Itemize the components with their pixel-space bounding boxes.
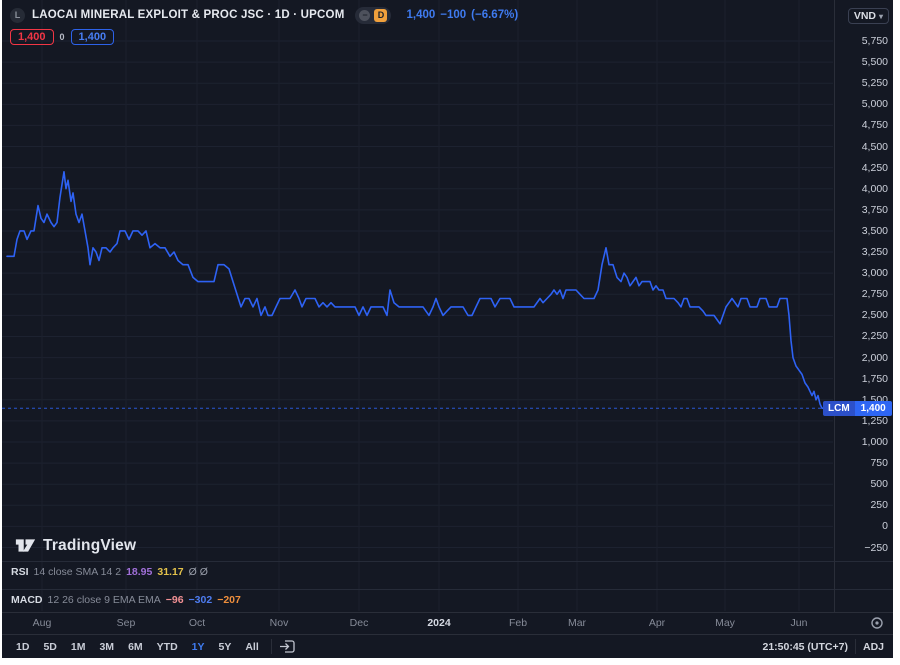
rsi-extra-values: Ø Ø xyxy=(188,566,208,578)
price-scale[interactable]: VND ▾ 5,750 5,500 5,250 5,000 4,750 4,500 4,25… xyxy=(834,0,893,612)
y-axis-label: 2,500 xyxy=(861,309,888,322)
price-chart-pane[interactable] xyxy=(2,0,833,612)
date-range-group: 1D 5D 1M 3M 6M YTD 1Y 5Y All xyxy=(11,639,264,655)
macd-indicator-row[interactable]: MACD 12 26 close 9 EMA EMA −96 −302 −207 xyxy=(11,594,241,606)
x-axis-label: 2024 xyxy=(427,617,451,629)
x-axis-label: Aug xyxy=(32,617,52,629)
y-axis-label: 250 xyxy=(870,499,888,512)
range-button-3m[interactable]: 3M xyxy=(99,640,115,653)
y-axis-label: 4,750 xyxy=(861,119,888,132)
range-button-5y[interactable]: 5Y xyxy=(218,640,232,653)
watermark-brand-text: TradingView xyxy=(43,536,137,554)
macd-signal-value: −207 xyxy=(217,594,241,606)
y-axis-label: −250 xyxy=(864,541,888,554)
y-axis-label: 3,250 xyxy=(861,246,888,259)
rsi-name[interactable]: RSI xyxy=(11,566,29,578)
chart-type-icon[interactable]: − xyxy=(359,9,371,21)
tradingview-watermark[interactable]: TradingView xyxy=(15,535,136,556)
go-to-date-button[interactable] xyxy=(279,639,296,654)
rsi-value: 18.95 xyxy=(126,566,153,578)
tradingview-logo-icon xyxy=(15,535,36,556)
macd-params: 12 26 close 9 EMA EMA xyxy=(47,594,161,606)
symbol-legend: L LAOCAI MINERAL EXPLOIT & PROC JSC · 1D… xyxy=(10,6,518,45)
y-axis-label: 1,000 xyxy=(861,435,888,448)
macd-line-value: −302 xyxy=(188,594,213,606)
tradingview-chart-window: L LAOCAI MINERAL EXPLOIT & PROC JSC · 1D… xyxy=(2,0,893,658)
y-axis-label: 5,000 xyxy=(861,98,888,111)
macd-histogram-value: −96 xyxy=(165,594,184,606)
y-axis-label: 5,250 xyxy=(861,77,888,90)
y-axis-label: 500 xyxy=(870,478,888,491)
y-axis-label: 3,750 xyxy=(861,203,888,216)
pane-separator-rsi[interactable] xyxy=(2,561,893,562)
price-label-value: 1,400 xyxy=(854,401,892,416)
bottom-toolbar: 1D 5D 1M 3M 6M YTD 1Y 5Y All 21:50:45 (UTC+7) AD… xyxy=(2,634,893,658)
y-axis-label: 5,750 xyxy=(861,35,888,47)
y-axis-label: 1,750 xyxy=(861,372,888,385)
range-button-ytd[interactable]: YTD xyxy=(156,640,178,653)
rsi-indicator-row[interactable]: RSI 14 close SMA 14 2 18.95 31.17 Ø Ø xyxy=(11,566,208,578)
bid-price-box[interactable]: 1,400 xyxy=(10,29,54,45)
currency-selector[interactable]: VND ▾ xyxy=(847,8,889,24)
range-button-6m[interactable]: 6M xyxy=(128,640,143,653)
time-axis-settings-icon[interactable] xyxy=(870,616,884,635)
toolbar-divider xyxy=(854,639,856,654)
price-chart-canvas[interactable] xyxy=(2,0,833,612)
y-axis-label: 4,250 xyxy=(861,161,888,174)
x-axis-label: Oct xyxy=(188,617,206,629)
price-change: −100 xyxy=(440,9,467,21)
pane-separator-macd[interactable] xyxy=(2,589,893,590)
currency-label: VND xyxy=(853,10,876,22)
y-axis-label: 3,500 xyxy=(861,224,888,237)
x-axis-label: Jun xyxy=(790,617,808,629)
symbol-title[interactable]: LAOCAI MINERAL EXPLOIT & PROC JSC · 1D ·… xyxy=(32,9,345,21)
y-axis-label: 3,000 xyxy=(861,267,888,280)
range-button-5d[interactable]: 5D xyxy=(43,640,57,653)
range-button-1m[interactable]: 1M xyxy=(70,640,86,653)
y-axis-label: 2,250 xyxy=(861,330,888,343)
x-axis-label: Apr xyxy=(648,617,666,629)
symbol-logo: L xyxy=(10,7,25,23)
chevron-down-icon: ▾ xyxy=(878,11,883,21)
price-label-symbol: LCM xyxy=(823,401,855,416)
session-clock[interactable]: 21:50:45 (UTC+7) xyxy=(762,640,848,653)
range-button-1y[interactable]: 1Y xyxy=(191,640,205,653)
price-line-series xyxy=(6,171,825,410)
range-button-all[interactable]: All xyxy=(245,640,259,653)
interval-pill[interactable]: − D xyxy=(355,6,392,24)
y-axis-label: 750 xyxy=(870,457,888,470)
spread-value: 0 xyxy=(59,32,65,42)
y-axis-label: 4,000 xyxy=(861,182,888,195)
y-axis-label: 2,000 xyxy=(861,351,888,364)
interval-badge[interactable]: D xyxy=(374,8,388,22)
x-axis-label: Nov xyxy=(269,617,289,629)
time-axis-border xyxy=(2,612,893,613)
y-axis-label: 0 xyxy=(882,520,888,533)
last-price: 1,400 xyxy=(406,9,436,21)
rsi-params: 14 close SMA 14 2 xyxy=(33,566,122,578)
y-axis-label: 2,750 xyxy=(861,288,888,301)
ask-price-box[interactable]: 1,400 xyxy=(70,29,115,45)
quote-values: 1,400 −100 (−6.67%) xyxy=(406,9,518,21)
current-price-label: LCM 1,400 xyxy=(823,401,892,416)
range-button-1d[interactable]: 1D xyxy=(16,640,30,653)
rsi-sma-value: 31.17 xyxy=(157,566,184,578)
x-axis-label: Sep xyxy=(116,617,136,629)
macd-name[interactable]: MACD xyxy=(11,594,43,606)
x-axis-label: Feb xyxy=(508,617,528,629)
x-axis-label: May xyxy=(715,617,735,629)
y-axis-label: 4,500 xyxy=(861,140,888,153)
adjusted-data-toggle[interactable]: ADJ xyxy=(862,640,884,653)
time-axis[interactable]: Aug Sep Oct Nov Dec 2024 Feb Mar Apr May Jun xyxy=(2,613,833,634)
toolbar-divider xyxy=(270,639,272,654)
y-axis-label: 5,500 xyxy=(861,56,888,69)
x-axis-label: Dec xyxy=(349,617,369,629)
x-axis-label: Mar xyxy=(567,617,587,629)
price-change-percent: (−6.67%) xyxy=(471,9,519,21)
y-axis-label: 1,250 xyxy=(861,414,888,427)
